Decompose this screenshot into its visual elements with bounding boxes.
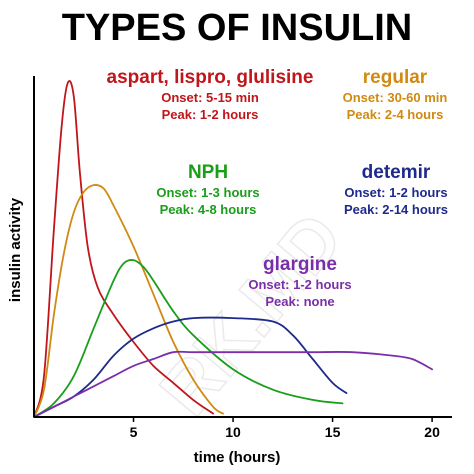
series-line-2 xyxy=(33,259,344,418)
series-note-label: Onset: 1-2 hours xyxy=(344,185,447,200)
series-note-label: Onset: 30-60 min xyxy=(343,90,448,105)
series-note-label: Peak: 1-2 hours xyxy=(162,107,259,122)
series-name-label: NPH xyxy=(188,162,228,183)
series-note-label: Onset: 5-15 min xyxy=(161,90,259,105)
series-name-label: detemir xyxy=(362,162,431,183)
watermark-text: RK.MD xyxy=(145,198,358,430)
annotation-3: detemir Onset: 1-2 hours Peak: 2-14 hours xyxy=(344,162,448,217)
series-note-label: Onset: 1-3 hours xyxy=(156,185,259,200)
series-note-label: Peak: 2-14 hours xyxy=(344,202,448,217)
x-tick-label: 5 xyxy=(130,424,138,440)
annotation-2: NPH Onset: 1-3 hours Peak: 4-8 hours xyxy=(156,162,259,217)
annotation-4: glargine Onset: 1-2 hours Peak: none xyxy=(248,254,351,309)
x-axis-label: time (hours) xyxy=(194,449,281,466)
series-name-label: aspart, lispro, glulisine xyxy=(107,67,314,88)
x-tick-label: 15 xyxy=(325,424,341,440)
series-line-1 xyxy=(33,184,224,418)
annotation-1: regular Onset: 30-60 min Peak: 2-4 hours xyxy=(343,67,448,122)
series-note-label: Onset: 1-2 hours xyxy=(248,277,351,292)
y-axis-label: insulin activity xyxy=(7,197,24,302)
series-line-4 xyxy=(33,350,433,418)
chart-title: TYPES OF INSULIN xyxy=(62,7,412,49)
series-layer xyxy=(33,80,433,418)
series-name-label: regular xyxy=(363,67,428,88)
annotation-0: aspart, lispro, glulisine Onset: 5-15 min… xyxy=(107,67,314,122)
series-name-label: glargine xyxy=(263,254,337,275)
series-line-0 xyxy=(33,80,214,418)
series-note-label: Peak: 4-8 hours xyxy=(160,202,257,217)
x-tick-label: 10 xyxy=(225,424,241,440)
series-note-label: Peak: none xyxy=(265,294,334,309)
x-tick-layer: 5 10 15 20 xyxy=(130,417,440,440)
x-tick-label: 20 xyxy=(424,424,440,440)
series-note-label: Peak: 2-4 hours xyxy=(347,107,444,122)
annotation-layer: aspart, lispro, glulisine Onset: 5-15 min… xyxy=(107,67,449,309)
